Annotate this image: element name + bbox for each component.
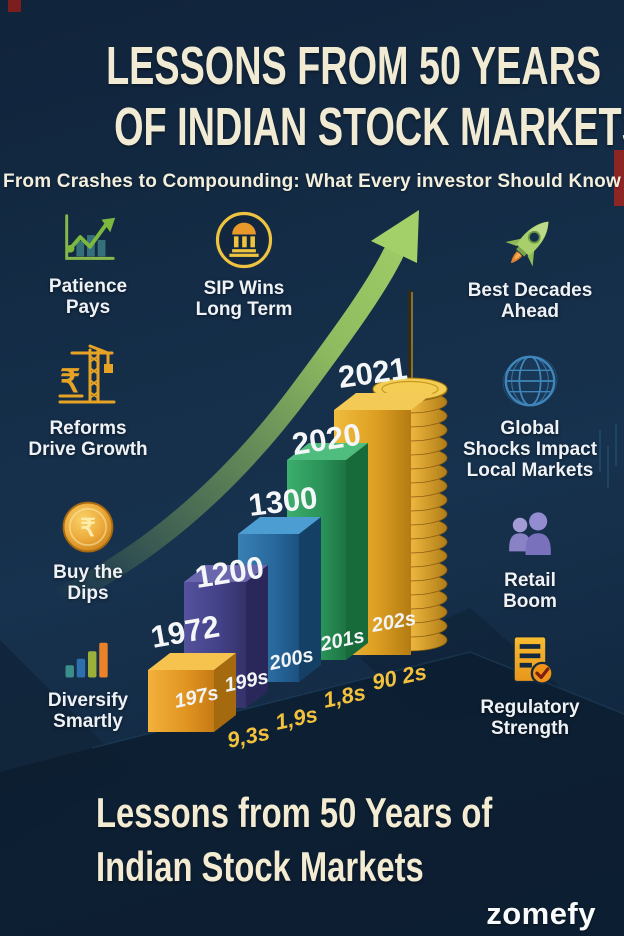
info-label: Buy the Dips: [53, 562, 123, 604]
construction-crane-rupee-icon: ₹: [52, 340, 124, 412]
red-artifact-right-edge: [614, 150, 624, 206]
title-line-1: LESSONS FROM 50 YEARS: [106, 36, 602, 96]
info-item-best-decades-ahead: Best Decades Ahead: [460, 210, 600, 322]
info-item-patience-pays: Patience Pays: [20, 208, 156, 318]
info-label: SIP Wins Long Term: [195, 278, 293, 320]
info-item-buy-the-dips: ₹ Buy the Dips: [20, 498, 156, 604]
background-candlestick-accent: [599, 424, 617, 488]
info-item-global-shocks: Global Shocks Impact Local Markets: [455, 350, 605, 481]
rocket-icon: [498, 210, 562, 274]
growth-line-chart-icon: [57, 208, 119, 270]
info-label: Regulatory Strength: [480, 697, 580, 739]
info-item-sip-wins-long-term: SIP Wins Long Term: [176, 208, 312, 320]
svg-text:₹: ₹: [60, 363, 80, 399]
info-label: Retail Boom: [503, 570, 557, 612]
bar-top-label: 1300: [247, 480, 320, 523]
info-label: Global Shocks Impact Local Markets: [462, 418, 598, 481]
bank-in-circle-icon: [212, 208, 276, 272]
footer-heading-line-2: Indian Stock Markets: [96, 843, 424, 890]
retail-investors-icon: [501, 506, 559, 564]
info-label: Patience Pays: [48, 276, 128, 318]
info-item-regulatory-strength: Regulatory Strength: [462, 631, 598, 739]
info-label: Reforms Drive Growth: [28, 418, 148, 460]
info-item-diversify-smartly: Diversify Smartly: [20, 624, 156, 732]
info-label: Diversify Smartly: [47, 690, 129, 732]
info-label: Best Decades Ahead: [467, 280, 593, 322]
ascending-bars-icon: [58, 624, 118, 684]
red-artifact-top-left: [8, 0, 21, 12]
globe-icon: [499, 350, 561, 412]
poster-subtitle: From Crashes to Compounding: What Every …: [3, 171, 621, 192]
brand-logo: zomefy: [486, 896, 596, 931]
rupee-coin-icon: ₹: [59, 498, 117, 556]
svg-text:₹: ₹: [80, 515, 96, 542]
growth-arrow: [49, 210, 419, 609]
footer-heading: Lessons from 50 Years of Indian Stock Ma…: [96, 786, 604, 894]
bar-1972: [148, 653, 236, 732]
title-line-2: OF INDIAN STOCK MARKETS: [114, 97, 624, 157]
poster-title: LESSONS FROM 50 YEARS OF INDIAN STOCK MA…: [0, 36, 624, 158]
regulation-document-check-icon: [500, 631, 560, 691]
ground-slope: [0, 652, 624, 936]
footer-heading-line-1: Lessons from 50 Years of: [96, 789, 493, 836]
info-item-retail-boom: Retail Boom: [470, 506, 590, 612]
info-item-reforms-drive-growth: ₹ Reforms Drive Growth: [20, 340, 156, 460]
header: LESSONS FROM 50 YEARS OF INDIAN STOCK MA…: [0, 36, 624, 193]
